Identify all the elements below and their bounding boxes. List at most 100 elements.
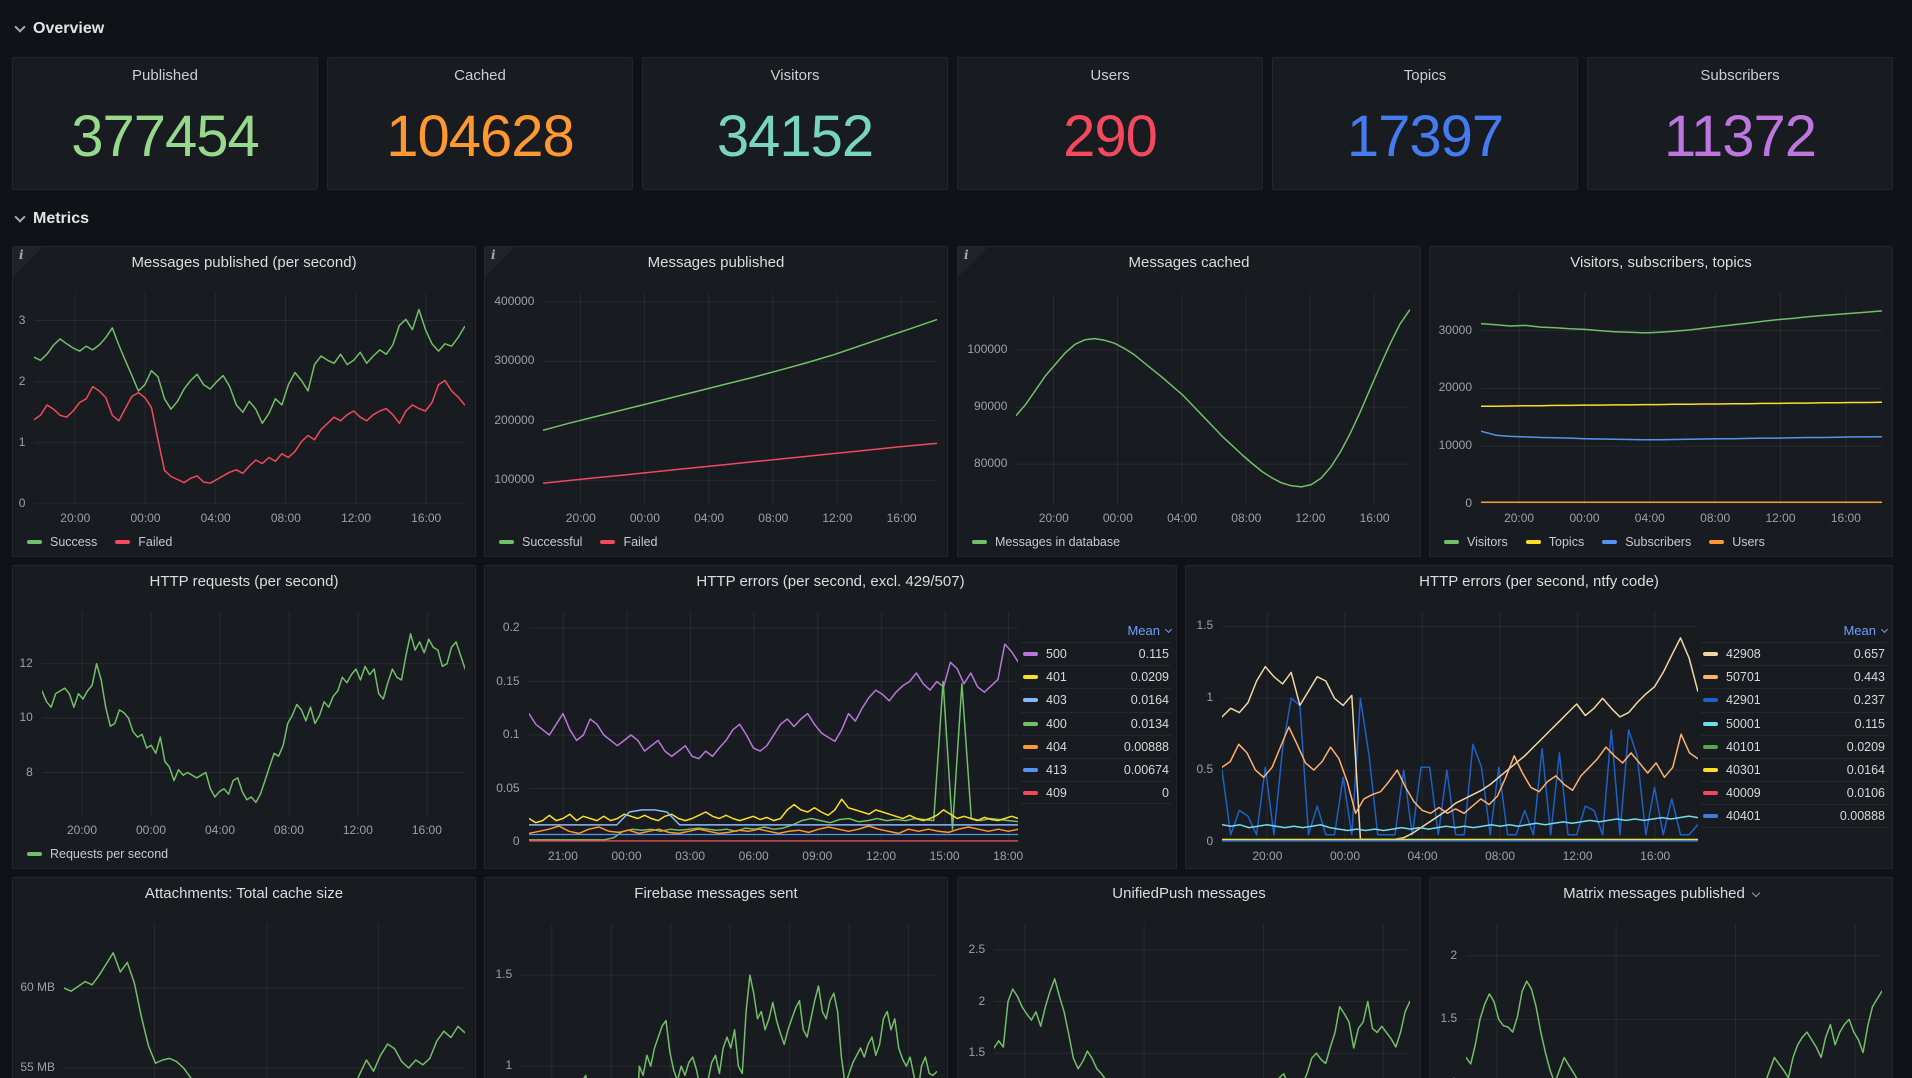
chart-plot[interactable]	[64, 924, 465, 1078]
legend-item[interactable]: Subscribers	[1602, 535, 1691, 549]
panel-title[interactable]: UnifiedPush messages	[1112, 885, 1266, 902]
y-axis-label: 90000	[974, 399, 1008, 414]
mean-sort-header[interactable]: Mean	[1021, 618, 1173, 642]
chart-unifiedpush-messages: 2.521.51	[958, 908, 1420, 1078]
x-axis-label: 12:00	[342, 823, 373, 837]
x-axis-label: 00:00	[1102, 511, 1133, 525]
x-axis-label: 04:00	[694, 511, 725, 525]
chart-plot[interactable]	[994, 924, 1410, 1078]
section-metrics[interactable]: Metrics	[14, 210, 90, 228]
x-axis-label: 08:00	[1700, 511, 1731, 525]
y-axis-label: 1	[1206, 690, 1214, 705]
panel-http-errors-excl: HTTP errors (per second, excl. 429/507) …	[484, 565, 1177, 869]
x-axis-label: 20:00	[60, 511, 91, 525]
x-axis-label: 12:00	[1765, 511, 1796, 525]
x-axis-label: 16:00	[1830, 511, 1861, 525]
chart-plot[interactable]	[41, 612, 465, 816]
legend-table-row[interactable]: 40101 0.0209	[1701, 734, 1887, 758]
stat-value: 17397	[1346, 104, 1504, 169]
chart-attachments-cache-size: 60 MB 55 MB	[13, 908, 475, 1078]
y-axis-label: 1	[18, 434, 26, 449]
legend-item[interactable]: Failed	[600, 535, 658, 549]
y-axis-label: 1.5	[1440, 1011, 1458, 1026]
info-icon[interactable]: i	[485, 247, 515, 277]
legend-table-row[interactable]: 401 0.0209	[1021, 665, 1171, 688]
x-axis-label: 09:00	[802, 849, 833, 863]
legend-table-row[interactable]: 42908 0.657	[1701, 642, 1887, 665]
y-axis-label: 0.15	[496, 673, 520, 688]
x-axis-label: 00:00	[629, 511, 660, 525]
legend-table-row[interactable]: 50701 0.443	[1701, 665, 1887, 688]
panel-title[interactable]: Messages published (per second)	[131, 254, 357, 271]
panel-title[interactable]: Visitors, subscribers, topics	[1570, 254, 1752, 271]
panel-title[interactable]: Matrix messages published	[1460, 885, 1862, 902]
info-icon[interactable]: i	[13, 247, 43, 277]
panel-title[interactable]: HTTP errors (per second, ntfy code)	[1419, 573, 1659, 590]
y-axis-label: 0	[1465, 496, 1472, 510]
stat-value: 377454	[71, 104, 260, 169]
x-axis-label: 12:00	[1562, 849, 1593, 863]
chart-plot[interactable]	[521, 924, 937, 1078]
legend-table-row[interactable]: 40401 0.00888	[1701, 804, 1887, 828]
panel-title[interactable]: HTTP errors (per second, excl. 429/507)	[696, 573, 965, 590]
legend-table-row[interactable]: 50001 0.115	[1701, 711, 1887, 735]
panel-title[interactable]: Messages published	[647, 254, 785, 271]
x-axis-label: 00:00	[1329, 849, 1361, 863]
section-overview[interactable]: Overview	[14, 20, 105, 38]
legend: Messages in database	[972, 535, 1120, 549]
legend-item[interactable]: Topics	[1525, 535, 1584, 549]
stat-title: Visitors	[770, 67, 820, 84]
stat-title: Cached	[454, 67, 506, 84]
y-axis-label: 20000	[1438, 380, 1472, 395]
x-axis-label: 04:00	[1407, 849, 1438, 863]
chart-plot[interactable]	[34, 293, 465, 504]
legend-table-row[interactable]: 42901 0.237	[1701, 688, 1887, 711]
legend-item[interactable]: Messages in database	[972, 535, 1120, 549]
info-icon[interactable]: i	[958, 247, 988, 277]
panel-title[interactable]: Attachments: Total cache size	[144, 885, 344, 902]
x-axis-label: 08:00	[270, 511, 301, 525]
legend-table-row[interactable]: 403 0.0164	[1021, 688, 1171, 711]
y-axis-label: 300000	[494, 353, 535, 368]
chart-messages-cached: 100000 90000 80000 20:00 00:00 04:00 08:00 12:0…	[958, 277, 1420, 556]
legend-table-row[interactable]: 40009 0.0106	[1701, 781, 1887, 804]
panel-matrix-messages: Matrix messages published 21.51	[1429, 877, 1893, 1078]
legend-table-row[interactable]: 413 0.00674	[1021, 757, 1171, 781]
legend-item[interactable]: Failed	[115, 535, 172, 549]
stat-title: Users	[1090, 67, 1130, 84]
panel-visitors-subscribers-topics: Visitors, subscribers, topics 30000 20000…	[1429, 246, 1893, 557]
section-overview-label: Overview	[33, 20, 105, 37]
x-axis-label: 16:00	[886, 511, 917, 525]
legend-table-row[interactable]: 404 0.00888	[1021, 734, 1171, 758]
chart-plot[interactable]	[1016, 293, 1410, 504]
x-axis-label: 00:00	[1569, 511, 1600, 525]
y-axis-label: 60 MB	[20, 980, 55, 994]
x-axis-label: 20:00	[1252, 849, 1283, 863]
chart-plot[interactable]	[543, 293, 937, 504]
x-axis-label: 16:00	[1359, 511, 1390, 525]
legend-table-row[interactable]: 400 0.0134	[1021, 711, 1171, 735]
legend-item[interactable]: Users	[1709, 535, 1765, 549]
legend-item[interactable]: Visitors	[1444, 535, 1508, 549]
chart-plot[interactable]	[1466, 924, 1882, 1078]
chart-plot[interactable]	[1481, 293, 1882, 504]
panel-title[interactable]: Messages cached	[1128, 254, 1250, 271]
x-axis-label: 18:00	[993, 849, 1024, 863]
panel-title[interactable]: Firebase messages sent	[634, 885, 798, 902]
legend-item[interactable]: Success	[27, 535, 97, 549]
chart-plot[interactable]	[1222, 612, 1698, 842]
y-axis-label: 10000	[1438, 438, 1472, 453]
legend-item[interactable]: Successful	[499, 535, 582, 549]
section-metrics-label: Metrics	[33, 210, 90, 227]
legend-table-row[interactable]: 500 0.115	[1021, 642, 1171, 665]
y-axis-label: 2	[1450, 947, 1458, 962]
legend-table-row[interactable]: 40301 0.0164	[1701, 757, 1887, 781]
legend-item[interactable]: Requests per second	[27, 847, 168, 861]
panel-title[interactable]: HTTP requests (per second)	[149, 573, 339, 590]
x-axis-label: 12:00	[865, 849, 897, 863]
legend-table-row[interactable]: 409 0	[1021, 781, 1171, 805]
chart-messages-published-rate: 3 2 1 0 20:00 00:00 04:00 08:00 12:00 16:00 Succes…	[13, 277, 475, 556]
chart-plot[interactable]	[528, 612, 1018, 842]
x-axis-label: 08:00	[758, 511, 789, 525]
mean-sort-header[interactable]: Mean	[1701, 618, 1889, 642]
